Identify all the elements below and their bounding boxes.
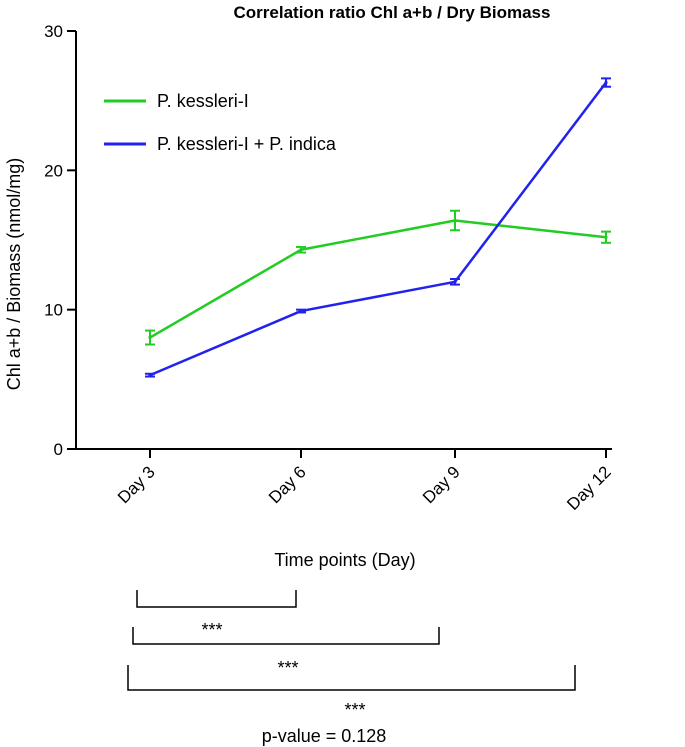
x-tick-label-2: Day 9 <box>419 462 464 507</box>
legend: P. kessleri-I P. kessleri-I + P. indica <box>104 91 337 154</box>
y-tick-label-20: 20 <box>44 161 63 180</box>
legend-label-kessleri: P. kessleri-I <box>157 91 249 111</box>
data-point-1-2 <box>453 280 457 284</box>
sig-bracket-day3-day6 <box>136 590 297 608</box>
series-line-0 <box>149 219 607 339</box>
x-tick-label-0: Day 3 <box>114 462 159 507</box>
pvalue-text: p-value = 0.128 <box>262 726 387 746</box>
sig-bracket-day3-day12 <box>127 665 576 691</box>
x-axis-label: Time points (Day) <box>274 550 415 570</box>
data-point-1-3 <box>604 80 608 85</box>
data-point-0-2 <box>453 218 457 223</box>
data-point-1-1 <box>299 309 303 313</box>
y-axis-label: Chl a+b / Biomass (nmol/mg) <box>4 158 24 391</box>
series-group <box>145 77 611 378</box>
axes <box>75 31 612 450</box>
sig-label-day3-day9: *** <box>277 658 298 678</box>
data-point-0-0 <box>148 335 152 340</box>
significance-brackets: *** *** *** p-value = 0.128 <box>127 590 576 746</box>
sig-label-day3-day12: *** <box>344 700 365 720</box>
y-tick-label-0: 0 <box>54 440 63 459</box>
series-line-1 <box>149 81 607 377</box>
sig-label-day3-day6: *** <box>201 620 222 640</box>
data-point-0-1 <box>299 248 303 252</box>
x-ticks: Day 3 Day 6 Day 9 Day 12 <box>114 449 615 514</box>
y-tick-label-30: 30 <box>44 22 63 41</box>
y-tick-label-10: 10 <box>44 301 63 320</box>
data-point-0-3 <box>604 235 608 239</box>
legend-label-kessleri-indica: P. kessleri-I + P. indica <box>157 134 337 154</box>
sig-bracket-day3-day9 <box>132 627 440 645</box>
chart-title: Correlation ratio Chl a+b / Dry Biomass <box>234 3 551 22</box>
y-ticks: 0 10 20 30 <box>44 22 76 459</box>
x-tick-label-1: Day 6 <box>265 462 310 507</box>
x-tick-label-3: Day 12 <box>563 462 615 514</box>
data-point-1-0 <box>148 373 152 377</box>
